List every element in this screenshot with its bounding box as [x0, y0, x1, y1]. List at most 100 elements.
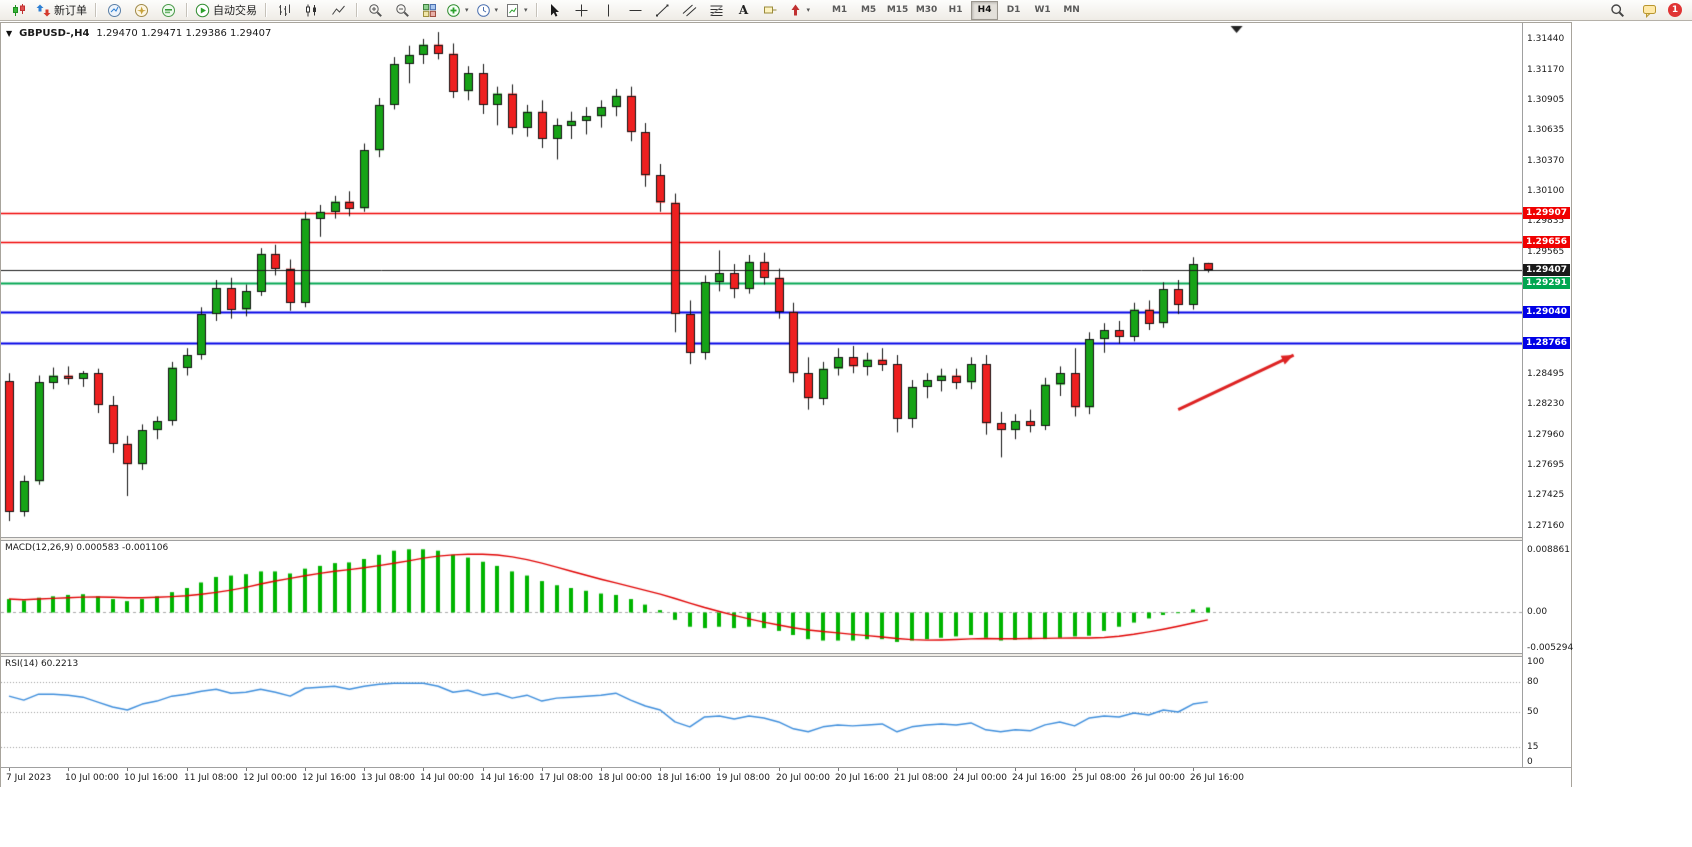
chevron-down-icon[interactable]: ▾ [494, 6, 499, 14]
periods-button[interactable]: ▾ [473, 0, 502, 20]
axis-tick-label: 1.31440 [1527, 33, 1565, 44]
timeframe-button-w1[interactable]: W1 [1034, 5, 1051, 15]
axis-tick-label: 100 [1527, 657, 1545, 668]
macd-rsi-divider[interactable] [1, 653, 1571, 657]
axis-tick-label: 0.00 [1527, 606, 1548, 617]
indicators-button[interactable]: ▾ [443, 0, 472, 20]
timeframe-button-m15[interactable]: M15 [886, 5, 909, 15]
candlestick-chart-button[interactable] [298, 0, 324, 20]
time-axis-tick [542, 768, 543, 771]
time-axis-tick [660, 768, 661, 771]
toolbar-separator [95, 3, 96, 17]
chevron-down-icon[interactable]: ▾ [524, 6, 528, 14]
time-axis-label: 24 Jul 00:00 [953, 773, 1007, 783]
time-axis-tick [779, 768, 780, 771]
time-axis-label: 12 Jul 16:00 [302, 773, 356, 783]
axis-tick-label: 1.30905 [1527, 94, 1565, 105]
time-axis-label: 7 Jul 2023 [6, 773, 52, 783]
toolbar-separator [356, 3, 357, 17]
time-axis-tick [1015, 768, 1016, 771]
time-axis-label: 20 Jul 16:00 [835, 773, 889, 783]
horizontal-line-button[interactable] [623, 0, 649, 20]
timeframe-button-m30[interactable]: M30 [915, 5, 938, 15]
time-axis-tick [127, 768, 128, 771]
time-axis-label: 25 Jul 08:00 [1072, 773, 1126, 783]
chart-window: ▼ GBPUSD-,H4 1.29470 1.29471 1.29386 1.2… [0, 22, 1573, 787]
chevron-down-icon[interactable]: ▾ [806, 6, 811, 14]
navigator-button[interactable] [128, 0, 154, 20]
time-axis-label: 13 Jul 08:00 [361, 773, 415, 783]
channel-button[interactable] [677, 0, 703, 20]
time-axis-label: 18 Jul 00:00 [598, 773, 652, 783]
time-axis-label: 10 Jul 00:00 [65, 773, 119, 783]
axis-tick-label: 1.28495 [1527, 368, 1565, 379]
price-macd-divider[interactable] [1, 537, 1571, 541]
time-axis-tick [1075, 768, 1076, 771]
timeframe-button-d1[interactable]: D1 [1006, 5, 1021, 15]
time-axis-label: 21 Jul 08:00 [894, 773, 948, 783]
rsi-chart-canvas[interactable] [1, 657, 1522, 767]
zoom-out-button[interactable] [389, 0, 415, 20]
timeframe-button-mn[interactable]: MN [1063, 5, 1080, 15]
time-axis-tick [305, 768, 306, 771]
vertical-line-button[interactable] [596, 0, 622, 20]
crosshair-button[interactable] [569, 0, 595, 20]
time-axis-label: 14 Jul 16:00 [480, 773, 534, 783]
axis-tick-label: 1.27425 [1527, 490, 1565, 501]
timeframe-button-h4[interactable]: H4 [971, 0, 999, 20]
axis-tick-label: 50 [1527, 707, 1539, 717]
price-tag: 1.29407 [1523, 264, 1570, 277]
time-axis-tick [246, 768, 247, 771]
axis-tick-label: 1.28230 [1527, 398, 1565, 409]
axis-tick-label: 1.27695 [1527, 459, 1565, 470]
timeframe-toolbar: M1 M5 M15 M30 H1 H4 D1 W1 MN [825, 0, 1086, 20]
price-chart-canvas[interactable] [1, 23, 1522, 537]
cursor-button[interactable] [542, 0, 568, 20]
arrow-tool-button[interactable]: ▾ [785, 0, 814, 20]
chart-menu-icon[interactable]: ▼ [6, 29, 13, 38]
axis-tick-label: 1.27160 [1527, 520, 1565, 531]
label-button[interactable] [758, 0, 784, 20]
chevron-down-icon[interactable]: ▾ [465, 6, 469, 14]
line-chart-button[interactable] [325, 0, 351, 20]
autotrading-button[interactable]: 自动交易 [192, 0, 260, 20]
time-axis-label: 19 Jul 08:00 [716, 773, 770, 783]
market-watch-button[interactable] [101, 0, 127, 20]
bar-chart-button[interactable] [271, 0, 297, 20]
new-chart-icon-button[interactable] [6, 0, 32, 20]
timeframe-button-m1[interactable]: M1 [831, 5, 848, 15]
time-axis-tick [187, 768, 188, 771]
terminal-button[interactable] [155, 0, 181, 20]
time-axis-label: 26 Jul 16:00 [1190, 773, 1244, 783]
toolbar-right-items: 1 [1604, 0, 1686, 20]
zoom-in-button[interactable] [362, 0, 388, 20]
new-order-button-label: 新订单 [54, 3, 87, 17]
new-order-button[interactable]: 新订单 [33, 0, 90, 20]
main-toolbar: 新订单 自动交易 ▾ ▾ ▾ A ▾ M1 M5 M15 M30 H1 H4 D1 W1 MN 1 [0, 0, 1692, 21]
price-tag: 1.29656 [1523, 235, 1570, 248]
chat-button[interactable] [1636, 0, 1662, 20]
time-axis[interactable]: 7 Jul 2023 10 Jul 00:00 10 Jul 16:00 11 Jul… [1, 767, 1571, 787]
price-scale[interactable]: 1.31440 1.31170 1.30905 1.30635 1.30370 1.301… [1522, 23, 1573, 767]
chart-ohlc-values: 1.29470 1.29471 1.29386 1.29407 [96, 28, 272, 39]
timeframe-button-h1[interactable]: H1 [948, 5, 963, 15]
time-axis-tick [1134, 768, 1135, 771]
chart-title: ▼ GBPUSD-,H4 1.29470 1.29471 1.29386 1.2… [6, 28, 271, 39]
time-axis-label: 24 Jul 16:00 [1012, 773, 1066, 783]
timeframe-button-m5[interactable]: M5 [860, 5, 877, 15]
macd-chart-canvas[interactable] [1, 541, 1522, 653]
templates-button[interactable]: ▾ [502, 0, 531, 20]
time-axis-tick [9, 768, 10, 771]
notification-badge[interactable]: 1 [1668, 3, 1682, 17]
axis-tick-label: 80 [1527, 677, 1539, 688]
toolbar-separator [186, 3, 187, 17]
chart-symbol-period: GBPUSD-,H4 [19, 28, 90, 39]
axis-tick-label: 1.27960 [1527, 429, 1565, 440]
trendline-button[interactable] [650, 0, 676, 20]
text-button[interactable]: A [731, 0, 757, 20]
search-button[interactable] [1604, 0, 1630, 20]
tile-windows-button[interactable] [416, 0, 442, 20]
rsi-indicator-label: RSI(14) 60.2213 [5, 659, 79, 669]
time-axis-tick [1193, 768, 1194, 771]
fibonacci-button[interactable] [704, 0, 730, 20]
